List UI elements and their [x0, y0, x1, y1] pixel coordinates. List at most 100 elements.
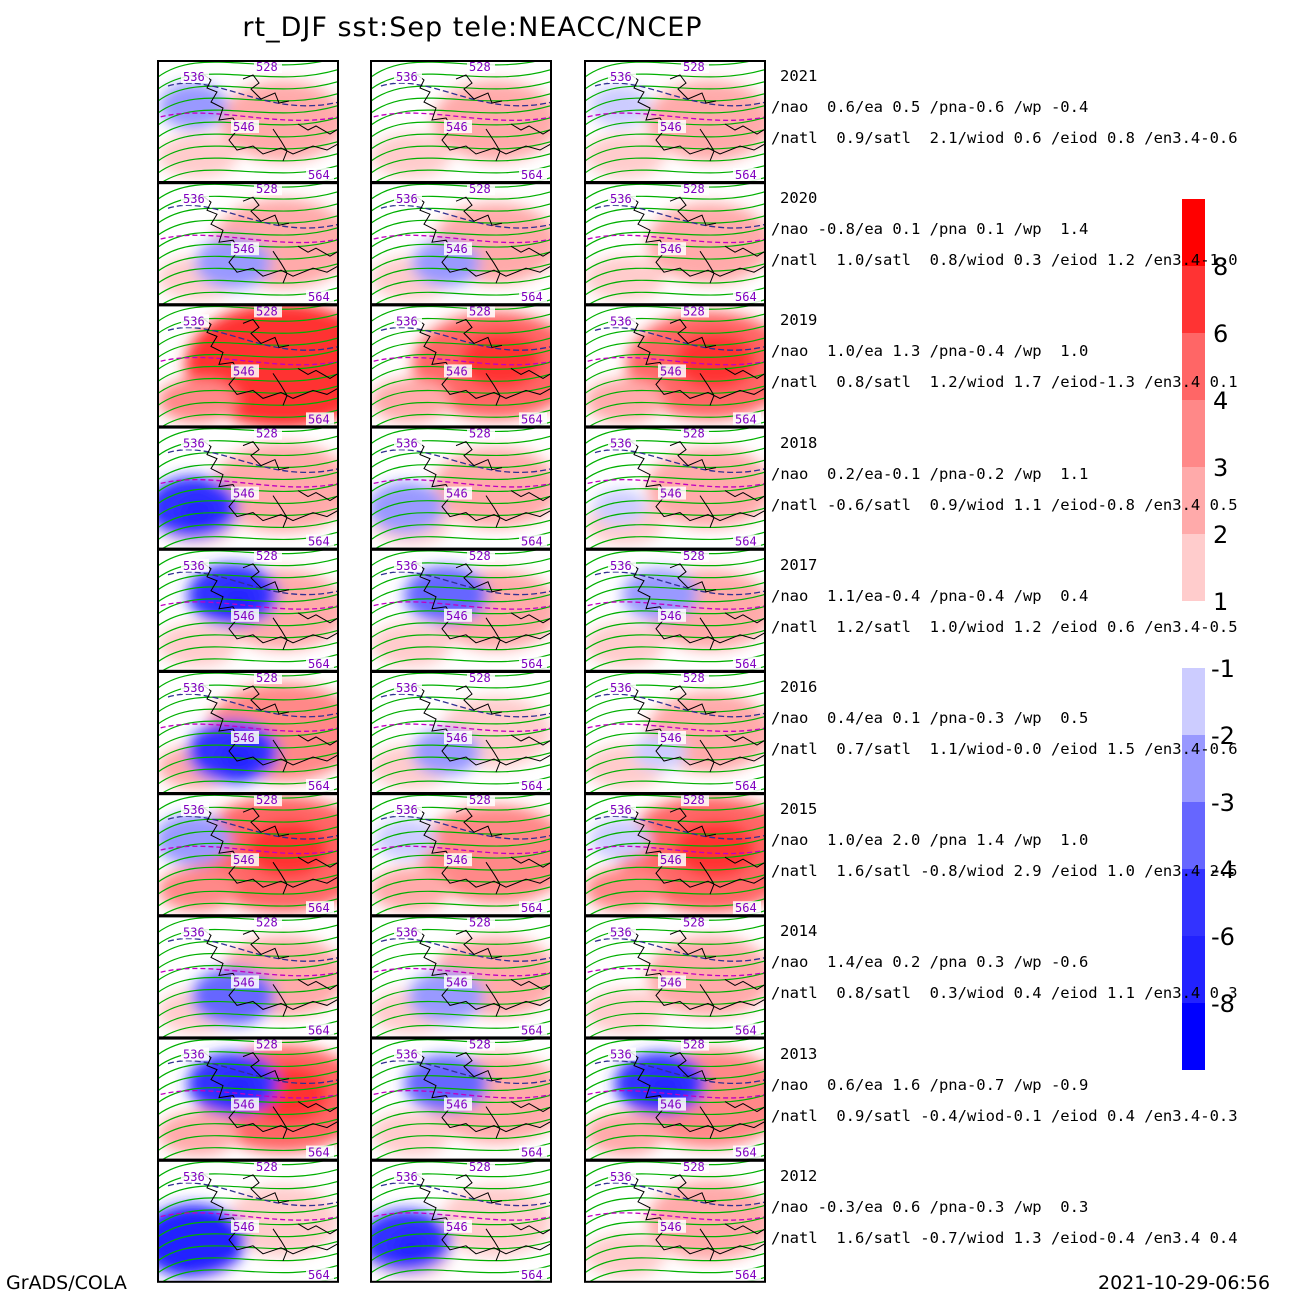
panel-frame	[370, 1037, 552, 1161]
panel-frame	[584, 1159, 766, 1283]
map-panel-2015-3: 528 536 546 564	[585, 794, 765, 916]
contour-label: 546	[231, 364, 259, 378]
contour-label: 564	[519, 779, 547, 793]
colorbar-neg-swatch	[1182, 936, 1205, 1003]
svg-text:528: 528	[683, 60, 705, 74]
map-panel-2018-1: 528 536 546 564	[158, 427, 338, 549]
svg-text:536: 536	[183, 437, 205, 451]
contour-label: 536	[608, 192, 636, 206]
panel-frame	[370, 60, 552, 183]
svg-text:564: 564	[308, 1146, 330, 1160]
colorbar-neg-swatch	[1182, 869, 1205, 936]
svg-text:546: 546	[233, 731, 255, 745]
svg-text:536: 536	[396, 70, 418, 84]
index-line: /natl 0.7/satl 1.1/wiod-0.0 /eiod 1.5 /e…	[771, 740, 1238, 758]
map-panel-2017-1: 528 536 546 564	[158, 549, 338, 671]
contour-label: 528	[254, 794, 282, 807]
map-panel-2012-1: 528 536 546 564	[158, 1160, 338, 1282]
svg-text:528: 528	[256, 182, 278, 196]
panel-frame	[584, 1037, 766, 1161]
contour-label: 536	[394, 314, 422, 328]
contour-label: 536	[181, 314, 209, 328]
contour-label: 564	[733, 1023, 761, 1037]
svg-text:536: 536	[396, 437, 418, 451]
contour-label: 564	[306, 290, 334, 304]
svg-text:564: 564	[308, 779, 330, 793]
index-line: /natl 1.2/satl 1.0/wiod 1.2 /eiod 0.6 /e…	[771, 617, 1238, 636]
svg-text:536: 536	[183, 1048, 205, 1062]
contour-label: 528	[467, 183, 495, 196]
contour-label: 528	[467, 549, 495, 563]
contour-label: 564	[733, 901, 761, 915]
svg-text:546: 546	[660, 364, 682, 378]
index-line: /natl 0.9/satl 2.1/wiod 0.6 /eiod 0.8 /e…	[771, 129, 1238, 147]
svg-text:528: 528	[469, 915, 491, 929]
svg-text:564: 564	[308, 535, 330, 549]
svg-text:536: 536	[396, 803, 418, 817]
contour-label: 546	[444, 1219, 472, 1234]
svg-text:536: 536	[610, 192, 632, 206]
colorbar-tick: 2	[1213, 521, 1228, 549]
contour-label: 564	[519, 656, 547, 671]
svg-text:564: 564	[521, 779, 543, 793]
map-panel-2013-2: 528 536 546 564	[371, 1038, 551, 1160]
svg-text:546: 546	[660, 1220, 682, 1234]
panel-frame	[584, 548, 766, 672]
map-panel-2020-2: 528 536 546 564	[371, 183, 551, 305]
contour-label: 564	[519, 901, 547, 915]
svg-text:546: 546	[233, 609, 255, 623]
svg-text:546: 546	[660, 487, 682, 501]
colorbar-neg-swatch	[1182, 802, 1205, 869]
svg-text:528: 528	[683, 915, 705, 929]
contour-label: 536	[608, 803, 636, 817]
contour-label: 546	[231, 1219, 259, 1234]
colorbar-tick: -3	[1211, 789, 1235, 817]
svg-text:564: 564	[735, 657, 757, 671]
contour-label: 536	[181, 1047, 209, 1062]
map-panel-2014-1: 528 536 546 564	[158, 916, 338, 1038]
contour-label: 564	[733, 1267, 761, 1282]
map-panel-2021-3: 528 536 546 564	[585, 60, 765, 182]
contour-label: 546	[444, 608, 472, 623]
contour-label: 528	[681, 549, 709, 563]
warm-anomaly	[440, 1184, 551, 1257]
colorbar-tick: -8	[1211, 990, 1235, 1018]
panel-frame	[584, 60, 766, 183]
contour-label: 564	[519, 1145, 547, 1160]
contour-label: 546	[658, 120, 686, 134]
contour-label: 528	[681, 427, 709, 441]
panel-frame	[157, 1037, 339, 1161]
year-label: 2014	[780, 922, 818, 941]
contour-label: 536	[608, 314, 636, 328]
contour-label: 564	[733, 1145, 761, 1160]
contour-label: 528	[467, 427, 495, 441]
svg-text:536: 536	[610, 803, 632, 817]
svg-text:536: 536	[396, 681, 418, 695]
svg-text:564: 564	[521, 535, 543, 549]
map-panel-2017-2: 528 536 546 564	[371, 549, 551, 671]
contour-label: 536	[181, 558, 209, 573]
map-panel-2015-2: 528 536 546 564	[371, 794, 551, 916]
index-line: /nao 1.0/ea 2.0 /pna 1.4 /wp 1.0	[771, 831, 1089, 850]
warm-anomaly	[227, 1184, 338, 1257]
warm-anomaly	[647, 1180, 765, 1262]
cold-anomaly	[158, 813, 231, 866]
contour-label: 528	[467, 915, 495, 929]
svg-text:528: 528	[256, 1160, 278, 1174]
year-label: 2020	[780, 189, 818, 208]
svg-text:536: 536	[183, 559, 205, 573]
contour-label: 528	[681, 672, 709, 685]
svg-text:536: 536	[183, 314, 205, 328]
panel-frame	[157, 793, 339, 917]
contour-label: 546	[658, 731, 686, 745]
colorbar-tick: 3	[1213, 454, 1228, 482]
svg-text:564: 564	[521, 657, 543, 671]
map-panel-2021-1: 528 536 546 564	[158, 61, 338, 182]
svg-text:564: 564	[735, 1146, 757, 1160]
contour-label: 536	[394, 192, 422, 206]
warm-anomaly	[433, 80, 551, 162]
contour-label: 536	[181, 70, 209, 84]
contour-label: 528	[467, 794, 495, 807]
svg-text:546: 546	[233, 242, 255, 256]
svg-text:528: 528	[256, 671, 278, 685]
